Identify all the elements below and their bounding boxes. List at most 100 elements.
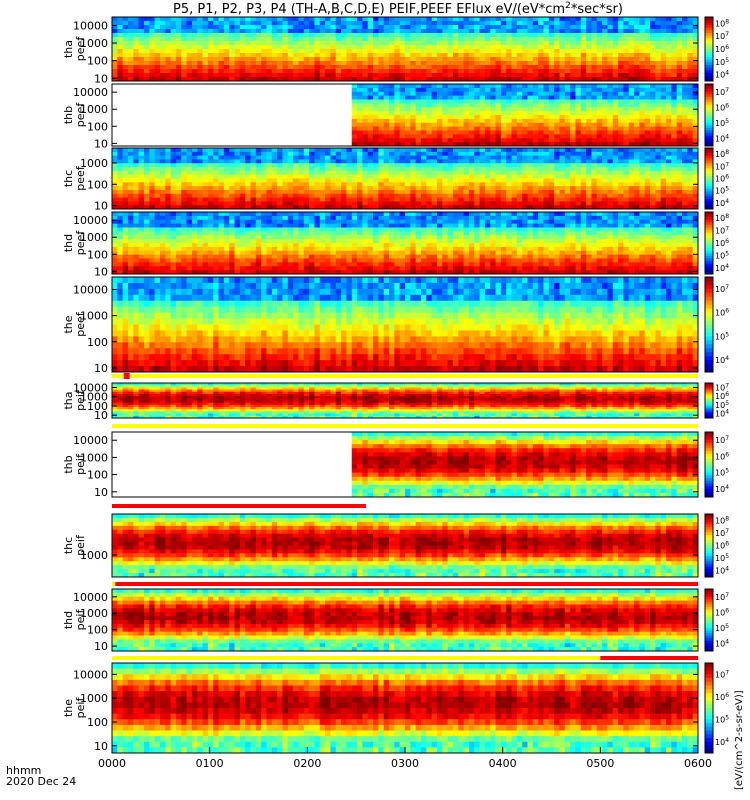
spectrogram-cell [484, 21, 491, 26]
spectrogram-cell [325, 193, 331, 198]
spectrogram-cell [543, 95, 550, 100]
spectrogram-cell [250, 148, 257, 153]
spectrogram-cell [468, 142, 475, 147]
spectrogram-cell [490, 126, 496, 131]
spectrogram-cell [154, 155, 161, 160]
spectrogram-cell [522, 99, 528, 104]
spectrogram-cell [484, 186, 491, 191]
spectrogram-cell [484, 189, 491, 195]
spectrogram-cell [655, 186, 662, 191]
spectrogram-cell [175, 163, 182, 168]
spectrogram-cell [127, 37, 134, 42]
spectrogram-cell [175, 57, 182, 62]
spectrogram-cell [213, 178, 219, 183]
spectrogram-cell [596, 49, 603, 54]
spectrogram-cell [447, 148, 454, 153]
spectrogram-cell [420, 49, 427, 54]
spectrogram-cell [154, 33, 161, 38]
colorbar-segment [705, 94, 713, 98]
spectrogram-cell [383, 77, 390, 82]
spectrogram-cell [479, 115, 486, 120]
spectrogram-cell [245, 29, 251, 34]
spectrogram-cell [362, 130, 369, 135]
spectrogram-cell [154, 53, 161, 58]
spectrogram-cell [181, 73, 187, 78]
spectrogram-cell [362, 57, 369, 62]
spectrogram-cell [463, 37, 470, 42]
spectrogram-cell [191, 163, 198, 168]
colorbar-segment [705, 181, 713, 185]
spectrogram-cell [197, 69, 203, 74]
spectrogram-cell [207, 148, 214, 153]
spectrogram-cell [644, 37, 651, 42]
spectrogram-cell [650, 170, 656, 176]
spectrogram-cell [548, 103, 555, 108]
spectrogram-cell [122, 151, 129, 157]
spectrogram-cell [383, 21, 390, 26]
spectrogram-cell [607, 99, 614, 104]
spectrogram-cell [175, 186, 182, 191]
spectrogram-cell [127, 148, 134, 153]
spectrogram-cell [165, 254, 171, 259]
spectrogram-cell [287, 178, 294, 183]
spectrogram-cell [143, 163, 150, 168]
spectrogram-cell [666, 134, 672, 139]
spectrogram-cell [655, 77, 662, 82]
spectrogram-cell [676, 163, 683, 168]
spectrogram-cell [112, 174, 118, 179]
spectrogram-cell [580, 29, 587, 34]
spectrogram-cell [650, 99, 656, 104]
spectrogram-cell [500, 53, 507, 58]
spectrogram-cell [165, 77, 171, 82]
spectrogram-cell [495, 126, 502, 131]
spectrogram-cell [309, 148, 315, 153]
spectrogram-cell [586, 130, 592, 135]
spectrogram-cell [586, 103, 592, 108]
spectrogram-cell [170, 223, 177, 228]
spectrogram-cell [554, 170, 560, 176]
spectrogram-cell [607, 91, 614, 97]
spectrogram-cell [133, 186, 140, 191]
spectrogram-cell [202, 33, 209, 38]
spectrogram-cell [484, 95, 491, 100]
spectrogram-cell [639, 197, 646, 202]
spectrogram-cell [127, 235, 134, 240]
spectrogram-cell [634, 65, 640, 70]
spectrogram-cell [580, 115, 587, 120]
colorbar-segment [705, 183, 713, 187]
spectrogram-cell [479, 103, 486, 108]
spectrogram-cell [250, 197, 257, 202]
spectrogram-cell [207, 223, 214, 228]
spectrogram-cell [389, 21, 395, 26]
spectrogram-cell [484, 167, 491, 172]
spectrogram-cell [223, 77, 230, 82]
spectrogram-cell [154, 186, 161, 191]
spectrogram-cell [410, 61, 417, 66]
spectrogram-cell [484, 49, 491, 54]
spectrogram-cell [463, 103, 470, 108]
spectrogram-cell [362, 151, 369, 157]
spectrogram-cell [245, 25, 251, 30]
spectrogram-cell [586, 197, 592, 202]
spectrogram-cell [490, 87, 496, 93]
spectrogram-cell [522, 53, 528, 58]
spectrogram-cell [271, 17, 278, 22]
spectrogram-cell [570, 159, 576, 164]
spectrogram-cell [138, 189, 145, 195]
spectrogram-cell [612, 205, 619, 210]
y-tick-label: 10 [94, 200, 108, 213]
spectrogram-cell [133, 250, 140, 256]
spectrogram-cell [394, 107, 401, 112]
spectrogram-cell [660, 25, 667, 30]
spectrogram-cell [149, 219, 156, 225]
spectrogram-cell [335, 155, 342, 160]
spectrogram-cell [186, 201, 193, 206]
spectrogram-cell [191, 189, 198, 195]
spectrogram-cell [181, 17, 187, 22]
spectrogram-cell [463, 115, 470, 120]
spectrogram-cell [341, 41, 347, 46]
spectrogram-cell [671, 53, 678, 58]
spectrogram-cell [676, 186, 683, 191]
spectrogram-cell [442, 170, 449, 176]
spectrogram-cell [490, 73, 496, 78]
